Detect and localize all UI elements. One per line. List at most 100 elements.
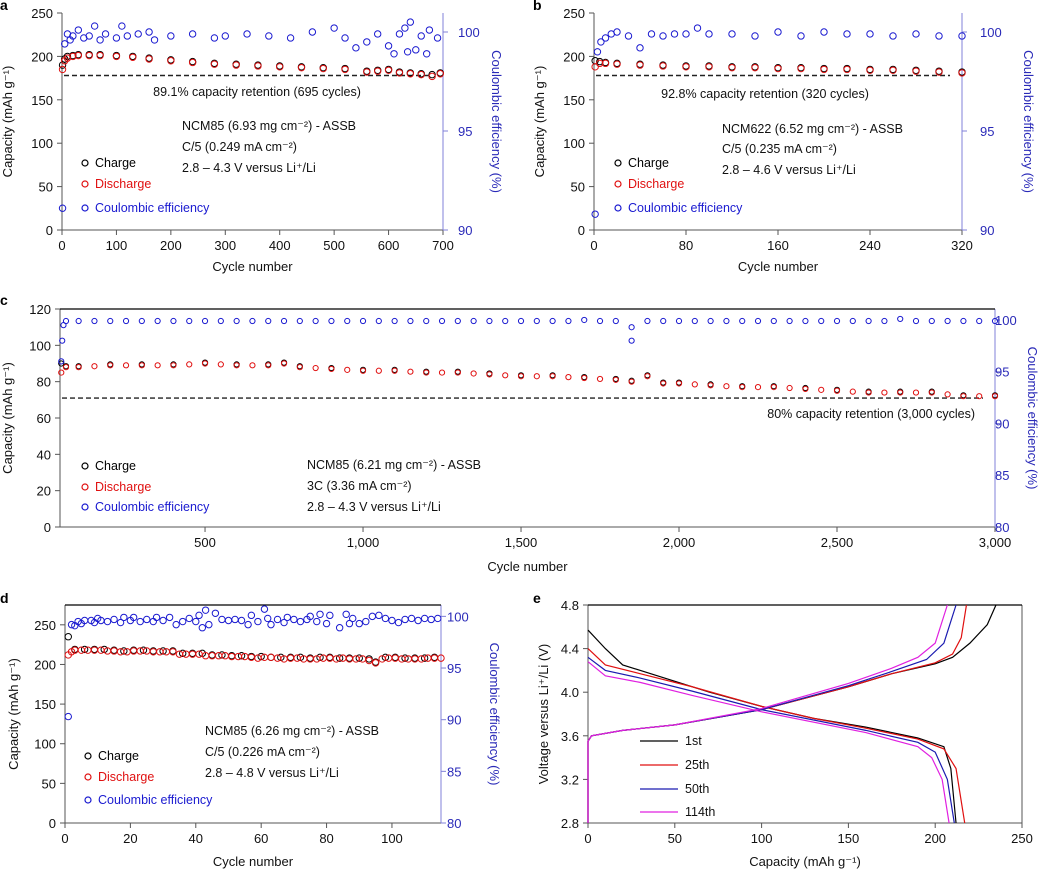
data-point [205, 620, 213, 629]
data-point [58, 358, 65, 365]
y-tick-label: 150 [31, 93, 53, 108]
data-point [889, 66, 897, 74]
data-point [265, 362, 272, 369]
data-point [218, 615, 226, 624]
panel-e: e 0 50 100 150 200 250 2.8 3.2 3.6 4.0 4.4 4.8 Capaci… [533, 590, 1033, 869]
x-tick-label: 500 [323, 238, 345, 253]
y2-tick-label: 95 [980, 124, 994, 139]
data-point [912, 30, 920, 38]
data-point [154, 362, 161, 369]
series-114th [587, 604, 950, 824]
data-point [403, 48, 412, 56]
annotation: 2.8 – 4.3 V versus Li⁺/Li [307, 500, 441, 514]
data-point [433, 34, 442, 42]
data-point [286, 34, 295, 42]
data-point [322, 619, 331, 628]
data-point [112, 34, 121, 42]
data-point [960, 393, 967, 400]
data-point [774, 64, 782, 73]
y2-tick-label: 95 [447, 661, 461, 676]
data-point [707, 317, 714, 325]
data-point [454, 369, 461, 376]
y-tick-label: 0 [44, 520, 51, 535]
series-coulombic-efficiency [64, 605, 442, 721]
data-point [425, 26, 434, 34]
data-point [136, 617, 144, 626]
data-point [675, 380, 683, 387]
y2-axis-title: Coulombic efficiency (%) [1021, 50, 1036, 193]
data-point [107, 362, 114, 369]
data-point [705, 30, 713, 38]
data-point [401, 24, 409, 32]
data-point [355, 654, 363, 662]
y2-tick-label: 90 [447, 713, 461, 728]
data-point [254, 62, 262, 70]
data-point [407, 368, 414, 375]
data-point [612, 376, 619, 383]
data-point [355, 619, 363, 628]
data-point [264, 614, 272, 623]
data-point [849, 317, 856, 325]
data-point [428, 72, 436, 81]
data-point [58, 369, 65, 376]
data-point [843, 30, 851, 38]
data-point [192, 617, 200, 626]
panel-d: d 0 20 40 60 80 100 0 50 100 150 200 250 80 85 90 95 100 C… [0, 590, 502, 869]
data-point [118, 22, 126, 30]
y-tick-label: 20 [37, 484, 51, 499]
data-point [705, 63, 713, 71]
y-tick-label: 150 [34, 697, 56, 712]
y-tick-label: 0 [578, 223, 585, 238]
data-point [751, 63, 759, 72]
data-point [960, 317, 967, 325]
data-point [349, 614, 357, 623]
data-point [85, 32, 93, 40]
y-tick-label: 4.4 [561, 642, 579, 657]
data-point [786, 384, 793, 392]
data-point [120, 647, 128, 655]
data-point [167, 32, 175, 40]
data-point [628, 378, 635, 385]
y-tick-label: 40 [37, 447, 51, 462]
x-tick-label: 150 [838, 831, 860, 846]
legend-label: Discharge [628, 177, 684, 191]
data-point [723, 383, 730, 390]
data-point [820, 28, 828, 36]
annotation: C/5 (0.226 mA cm⁻²) [205, 745, 320, 759]
data-point [976, 317, 983, 325]
data-point [120, 613, 128, 622]
data-point [233, 362, 240, 369]
data-point [659, 32, 667, 40]
series-coulombic-efficiency [591, 24, 966, 218]
x-tick-label: 100 [751, 831, 773, 846]
annotation: NCM622 (6.52 mg cm⁻²) - ASSB [722, 122, 903, 136]
data-point [660, 380, 667, 387]
series-charge [591, 57, 966, 76]
data-point [928, 317, 935, 325]
data-point [74, 26, 83, 34]
panel-a: a 0 100 200 300 400 500 600 700 0 50 100 150 200 250 90… [0, 0, 504, 274]
data-point [682, 63, 690, 71]
x-tick-label: 2,000 [663, 535, 696, 550]
data-point [636, 61, 644, 69]
y-tick-label: 250 [31, 6, 53, 21]
x-tick-label: 600 [378, 238, 400, 253]
data-point [723, 317, 730, 325]
data-point [401, 654, 409, 662]
data-point [195, 611, 203, 620]
x-axis-title: Capacity (mAh g⁻¹) [749, 854, 861, 869]
charge-curve-1st [587, 604, 997, 823]
data-point [601, 34, 610, 42]
data-point [198, 624, 207, 632]
data-point [335, 624, 344, 632]
legend-label: 1st [685, 734, 702, 748]
data-point [365, 656, 373, 665]
y-tick-label: 100 [563, 136, 585, 151]
x-tick-label: 160 [767, 238, 789, 253]
data-point [739, 317, 746, 325]
series-discharge [591, 59, 966, 77]
y-tick-label: 50 [42, 776, 56, 791]
data-point [660, 317, 667, 325]
data-point [944, 391, 951, 398]
